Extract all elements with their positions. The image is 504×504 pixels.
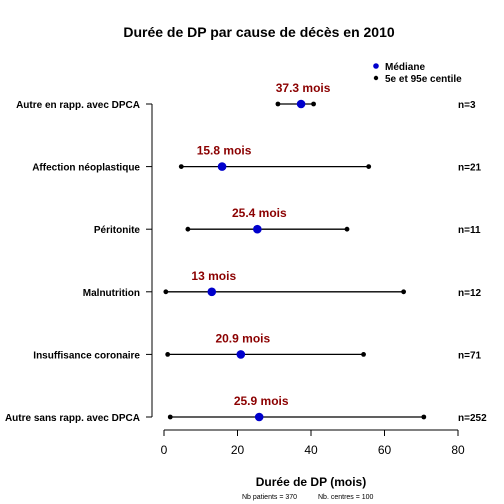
data-row: 20.9 mois n=71 xyxy=(165,331,482,361)
data-row: 37.3 mois n=3 xyxy=(275,81,476,111)
median-label: 20.9 mois xyxy=(215,331,270,345)
category-label: Malnutrition xyxy=(83,288,140,299)
count-label: n=12 xyxy=(458,288,482,299)
footer-centres: Nb. centres = 100 xyxy=(318,494,374,501)
p95-point xyxy=(366,164,372,170)
category-label: Autre en rapp. avec DPCA xyxy=(16,100,140,111)
x-tick-label: 0 xyxy=(161,443,168,457)
legend: Médiane 5e et 95e centile xyxy=(373,62,462,85)
legend-median-marker xyxy=(373,63,379,69)
category-label: Insuffisance coronaire xyxy=(33,350,140,361)
p95-point xyxy=(421,414,427,420)
count-label: n=11 xyxy=(458,225,481,236)
median-point xyxy=(207,287,217,297)
p5-point xyxy=(167,414,173,420)
median-point xyxy=(236,350,246,359)
x-tick-label: 60 xyxy=(378,443,392,457)
count-label: n=21 xyxy=(458,163,482,174)
data-row: 15.8 mois n=21 xyxy=(178,144,482,174)
category-label: Péritonite xyxy=(94,225,141,236)
p5-point xyxy=(275,101,281,107)
median-label: 37.3 mois xyxy=(276,81,331,95)
data-row: 25.4 mois n=11 xyxy=(185,206,481,236)
median-point xyxy=(253,224,262,234)
legend-median-label: Médiane xyxy=(385,62,425,73)
x-axis: 0 20 40 60 80 xyxy=(161,429,465,457)
p5-point xyxy=(178,164,184,170)
count-label: n=71 xyxy=(458,350,482,361)
x-tick-label: 40 xyxy=(304,443,318,457)
median-point xyxy=(217,162,227,171)
category-label: Autre sans rapp. avec DPCA xyxy=(5,413,140,424)
x-axis-label: Durée de DP (mois) xyxy=(256,475,366,489)
median-label: 25.4 mois xyxy=(232,206,287,220)
y-axis: Autre en rapp. avec DPCA Affection néopla… xyxy=(5,100,153,424)
data-rows: 37.3 mois n=3 15.8 mois n=21 25.4 mois n=11 13… xyxy=(163,81,487,424)
x-tick-label: 80 xyxy=(451,443,465,457)
p5-point xyxy=(185,226,191,232)
chart-title: Durée de DP par cause de décès en 2010 xyxy=(123,24,395,40)
p95-point xyxy=(401,289,407,295)
p95-point xyxy=(361,352,366,357)
p95-point xyxy=(344,226,350,232)
p95-point xyxy=(311,101,316,107)
footer-patients: Nb patients = 370 xyxy=(242,494,297,501)
p5-point xyxy=(163,289,169,295)
category-label: Affection néoplastique xyxy=(32,163,140,174)
median-label: 13 mois xyxy=(191,269,236,283)
data-row: 25.9 mois n=252 xyxy=(167,394,487,424)
p5-point xyxy=(165,352,171,357)
legend-range-marker xyxy=(373,75,379,81)
data-row: 13 mois n=12 xyxy=(163,269,482,299)
x-tick-label: 20 xyxy=(231,443,245,457)
median-label: 15.8 mois xyxy=(197,144,252,158)
count-label: n=252 xyxy=(458,413,487,424)
median-point xyxy=(296,99,306,109)
median-point xyxy=(254,412,264,422)
median-label: 25.9 mois xyxy=(234,394,289,408)
count-label: n=3 xyxy=(458,100,476,111)
legend-range-label: 5e et 95e centile xyxy=(385,74,462,85)
